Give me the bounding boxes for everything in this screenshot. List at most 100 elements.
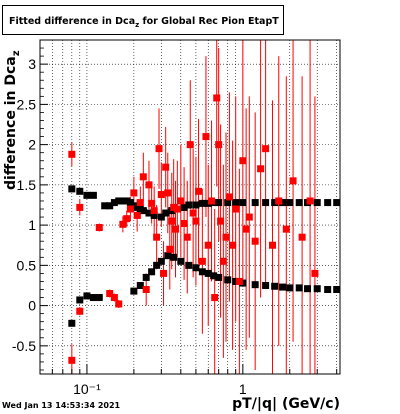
data-point-black: [333, 199, 341, 207]
data-point-black: [185, 261, 193, 269]
x-tick-label: 1: [239, 381, 247, 397]
data-point-red: [219, 257, 227, 265]
data-point-red: [183, 233, 191, 241]
data-point-black: [232, 277, 240, 285]
data-point-red: [166, 245, 174, 253]
data-point-black: [210, 272, 218, 280]
data-point-red: [106, 290, 114, 298]
data-point-black: [89, 191, 97, 199]
data-point-red: [173, 205, 181, 213]
data-point-black: [251, 199, 259, 207]
data-point-red: [76, 307, 84, 315]
y-tick-label: 2.5: [17, 96, 37, 112]
chart-title: Fitted difference in Dcaz for Global Rec…: [9, 16, 279, 29]
data-point-red: [136, 199, 144, 207]
data-point-red: [115, 300, 123, 308]
data-point-black: [106, 202, 114, 210]
data-point-red: [306, 197, 314, 205]
data-point-black: [232, 199, 240, 207]
data-point-black: [68, 319, 76, 327]
y-tick-label: -0.5: [12, 338, 36, 354]
y-tick-label: 0: [28, 298, 36, 314]
data-point-black: [145, 209, 153, 217]
data-point-red: [239, 157, 247, 165]
plot-frame: [39, 39, 341, 375]
x-tick-label: 10⁻¹: [73, 381, 101, 397]
data-point-red: [119, 220, 127, 228]
data-point-black: [185, 201, 193, 209]
data-point-red: [168, 217, 176, 225]
title-main: Fitted difference in Dca: [9, 16, 136, 27]
y-tick-label: 0.5: [17, 257, 37, 273]
data-point-black: [157, 257, 165, 265]
data-point-red: [245, 213, 253, 221]
data-point-black: [215, 199, 223, 207]
data-point-black: [198, 268, 206, 276]
data-point-black: [164, 252, 172, 260]
data-point-red: [213, 94, 221, 102]
data-point-red: [269, 241, 277, 249]
data-point-red: [225, 193, 233, 201]
data-point-black: [333, 285, 341, 293]
data-point-black: [198, 199, 206, 207]
data-point-red: [177, 197, 185, 205]
data-point-black: [148, 268, 156, 276]
data-point-black: [224, 276, 232, 284]
data-point-black: [89, 294, 97, 302]
data-point-red: [242, 225, 250, 233]
data-point-red: [110, 294, 118, 302]
data-point-red: [257, 165, 265, 173]
data-point-black: [313, 199, 321, 207]
y-tick-label: 1: [28, 217, 36, 233]
data-point-red: [145, 181, 153, 189]
data-point-red: [232, 205, 240, 213]
data-point-red: [162, 163, 170, 171]
data-point-black: [262, 199, 270, 207]
data-point-black: [286, 199, 294, 207]
data-point-black: [153, 261, 161, 269]
data-point-red: [68, 150, 76, 158]
data-point-black: [83, 292, 91, 300]
data-point-red: [275, 197, 283, 205]
data-point-black: [119, 197, 127, 205]
data-point-red: [76, 203, 84, 211]
data-point-red: [133, 211, 141, 219]
data-point-red: [198, 257, 206, 265]
data-point-red: [192, 217, 200, 225]
title-suffix: for Global Rec Pion EtapT: [139, 16, 279, 27]
data-point-black: [204, 269, 212, 277]
data-point-black: [68, 185, 76, 193]
data-point-red: [195, 187, 203, 195]
data-point-red: [282, 225, 290, 233]
data-point-black: [279, 199, 287, 207]
data-point-red: [204, 241, 212, 249]
data-point-red: [180, 219, 188, 227]
data-point-black: [150, 211, 158, 219]
data-point-red: [311, 269, 319, 277]
data-point-black: [224, 199, 232, 207]
data-point-black: [115, 197, 123, 205]
data-point-black: [177, 257, 185, 265]
data-point-red: [189, 209, 197, 217]
y-axis-label-main: difference in Dca: [3, 56, 19, 190]
data-point-black: [192, 201, 200, 209]
data-point-red: [298, 233, 306, 241]
data-point-red: [262, 145, 270, 153]
data-point-red: [130, 189, 138, 197]
data-point-red: [172, 225, 180, 233]
data-point-black: [95, 294, 103, 302]
axes: [39, 39, 341, 375]
data-point-black: [251, 281, 259, 289]
data-point-red: [150, 207, 158, 215]
data-point-black: [101, 202, 109, 210]
data-point-red: [251, 237, 259, 245]
markers: [68, 94, 341, 364]
data-point-black: [215, 273, 223, 281]
data-point-black: [271, 282, 279, 290]
data-point-black: [76, 187, 84, 195]
y-tick-label: 2: [28, 137, 36, 153]
data-point-black: [142, 273, 150, 281]
x-axis-label: pT/|q| (GeV/c): [232, 396, 340, 412]
data-point-black: [262, 281, 270, 289]
